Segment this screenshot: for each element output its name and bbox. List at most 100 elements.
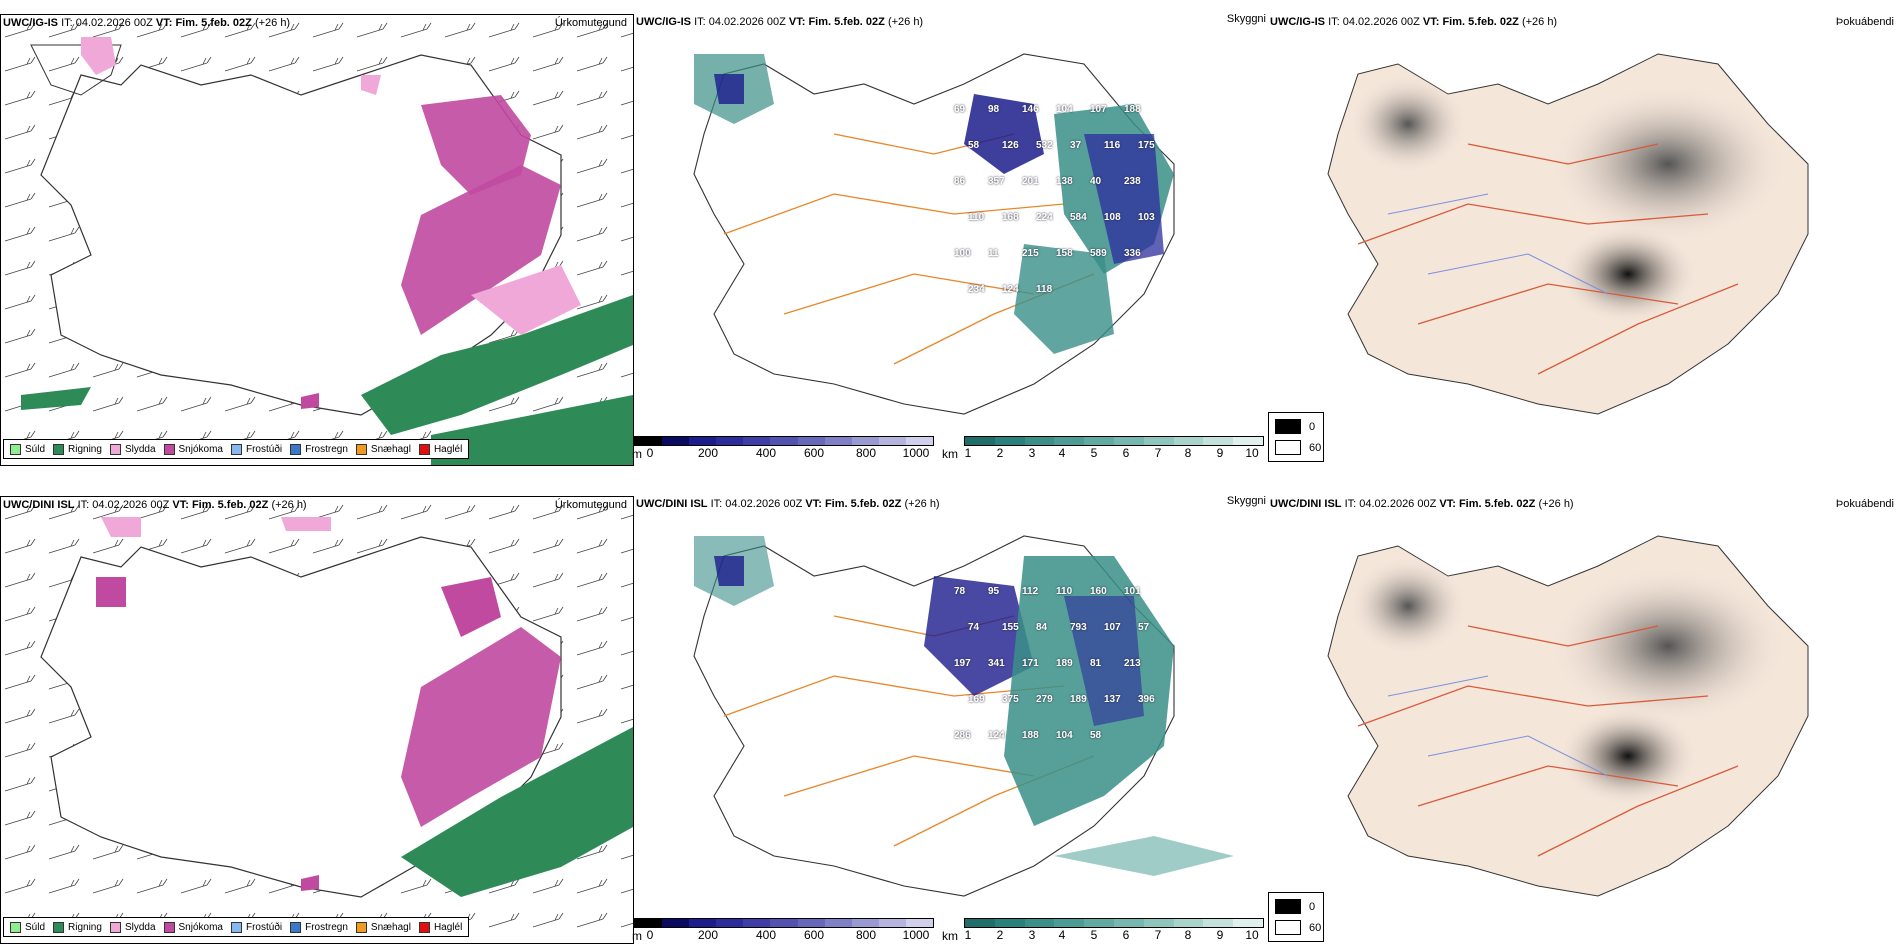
tick-label: 3: [1028, 446, 1036, 460]
header-top-vis: UWC/IG-IS IT: 04.02.2026 00Z VT: Fim. 5.…: [636, 16, 923, 28]
fog-panel-top: UWC/IG-IS IT: 04.02.2026 00Z VT: Fim. 5.…: [1268, 14, 1900, 464]
fog-key-label: 0: [1309, 900, 1316, 913]
vt-value: Fim. 5.feb. 02Z: [1442, 16, 1519, 28]
tick-label: 800: [855, 928, 877, 942]
fog-key-label: 0: [1309, 420, 1316, 433]
it-value: 04.02.2026 00Z: [75, 17, 153, 29]
ceiling-value-label: 396: [1138, 694, 1155, 705]
fog-swatch-dark: [1275, 419, 1301, 434]
legend-item: Slydda: [109, 443, 156, 455]
legend-item: Rigning: [53, 921, 102, 933]
model-name: UWC/DINI ISL: [3, 499, 75, 511]
legend-swatch: [418, 921, 430, 933]
fog-title: Þokuábendi: [1835, 16, 1894, 28]
header-bottom-fog: UWC/DINI ISL IT: 04.02.2026 00Z VT: Fim.…: [1270, 498, 1574, 510]
ceiling-value-label: 37: [1070, 140, 1082, 151]
visibility-colorbar-bottom: km 1 2 3 4 5 6 7 8 9 10: [942, 918, 1264, 943]
ceiling-value-label: 58: [968, 140, 980, 151]
legend-label: Haglél: [433, 921, 463, 933]
ceiling-value-label: 224: [1036, 212, 1053, 223]
tick-label: 9: [1216, 446, 1224, 460]
header-top-fog: UWC/IG-IS IT: 04.02.2026 00Z VT: Fim. 5.…: [1270, 16, 1557, 28]
ceiling-ticks: 0 200 400 600 800 1000: [634, 928, 934, 942]
visibility-bar: [964, 918, 1264, 928]
precip-map-bottom: [1, 497, 633, 943]
ceiling-value-label: 169: [968, 694, 985, 705]
legend-label: Frostúði: [245, 921, 283, 933]
legend-label: Snjókoma: [178, 443, 223, 455]
lead-time: (+26 h): [887, 16, 924, 28]
ceiling-value-label: 213: [1124, 658, 1141, 669]
ceiling-value-label: 589: [1090, 248, 1107, 259]
tick-label: 1000: [902, 446, 930, 460]
legend-label: Rigning: [68, 443, 102, 455]
tick-label: 5: [1090, 928, 1098, 942]
legend-item: Snjókoma: [163, 921, 223, 933]
model-name: UWC/IG-IS: [3, 17, 58, 29]
ceiling-value-label: 124: [1002, 284, 1019, 295]
fog-swatch-light: [1275, 920, 1301, 935]
legend-label: Frostúði: [245, 443, 283, 455]
ceiling-ticks: 0 200 400 600 800 1000: [634, 446, 934, 460]
ceiling-value-label: 188: [1124, 104, 1141, 115]
ceiling-value-label: 11: [988, 248, 999, 259]
ceiling-value-label: 171: [1022, 658, 1039, 669]
fog-key-bottom: 0 60: [1268, 892, 1324, 942]
ceiling-value-label: 158: [1056, 248, 1073, 259]
legend-swatch: [290, 443, 302, 455]
it-value: 04.02.2026 00Z: [1342, 16, 1420, 28]
ceiling-value-label: 279: [1036, 694, 1053, 705]
ceiling-value-label: 110: [1056, 586, 1073, 597]
legend-item: Rigning: [53, 443, 102, 455]
lead-time: (+26 h): [904, 498, 940, 510]
it-value: 04.02.2026 00Z: [1359, 498, 1437, 510]
legend-item: Slydda: [109, 921, 156, 933]
ceiling-value-label: 215: [1022, 248, 1039, 259]
ceiling-value-label: 238: [1124, 176, 1141, 187]
vt-label: VT:: [788, 16, 806, 28]
header-bottom-vis: UWC/DINI ISL IT: 04.02.2026 00Z VT: Fim.…: [636, 498, 940, 510]
ceiling-value-label: 336: [1124, 248, 1141, 259]
legend-swatch: [230, 443, 242, 455]
vt-label: VT:: [172, 499, 189, 511]
fog-map-top: [1327, 53, 1809, 415]
precip-map-top: [1, 15, 633, 465]
it-label: IT:: [710, 498, 723, 510]
ceiling-value-label: 234: [968, 284, 985, 295]
vt-label: VT:: [1422, 16, 1440, 28]
ceiling-value-label: 137: [1104, 694, 1121, 705]
it-value: 04.02.2026 00Z: [725, 498, 803, 510]
legend-label: Frostregn: [305, 921, 348, 933]
fog-key-label: 60: [1309, 441, 1322, 454]
legend-swatch: [109, 921, 121, 933]
ceiling-value-label: 107: [1090, 104, 1107, 115]
ceiling-value-label: 201: [1022, 176, 1039, 187]
tick-label: 2: [996, 928, 1004, 942]
ceiling-colorbar-bottom: m 0 200 400 600 800 1000: [632, 918, 934, 943]
it-label: IT:: [77, 499, 90, 511]
ceiling-value-label: 286: [954, 730, 971, 741]
visibility-bar: [964, 436, 1264, 446]
tick-label: 10: [1245, 446, 1259, 460]
tick-label: 400: [755, 928, 777, 942]
legend-item: Haglél: [418, 921, 463, 933]
ceiling-value-label: 532: [1036, 140, 1053, 151]
vt-value: Fim. 5.feb. 02Z: [191, 499, 269, 511]
fog-key-row: 60: [1275, 440, 1321, 455]
legend-item: Snæhagl: [355, 921, 411, 933]
tick-label: 10: [1245, 928, 1259, 942]
ceiling-value-label: 107: [1104, 622, 1121, 633]
ceiling-value-label: 375: [1002, 694, 1019, 705]
vt-value: Fim. 5.feb. 02Z: [824, 498, 902, 510]
ceiling-value-label: 188: [1022, 730, 1039, 741]
vt-value: Fim. 5.feb. 02Z: [1458, 498, 1536, 510]
fog-key-top: 0 60: [1268, 412, 1324, 462]
fog-key-label: 60: [1309, 921, 1322, 934]
legend-label: Snæhagl: [370, 443, 411, 455]
legend-item: Frostúði: [230, 443, 283, 455]
ceiling-value-label: 146: [1022, 104, 1039, 115]
ceiling-value-label: 124: [988, 730, 1005, 741]
ceiling-value-label: 101: [1124, 586, 1141, 597]
legend-swatch: [10, 921, 21, 933]
visibility-panel-top: UWC/IG-IS IT: 04.02.2026 00Z VT: Fim. 5.…: [634, 14, 1268, 464]
